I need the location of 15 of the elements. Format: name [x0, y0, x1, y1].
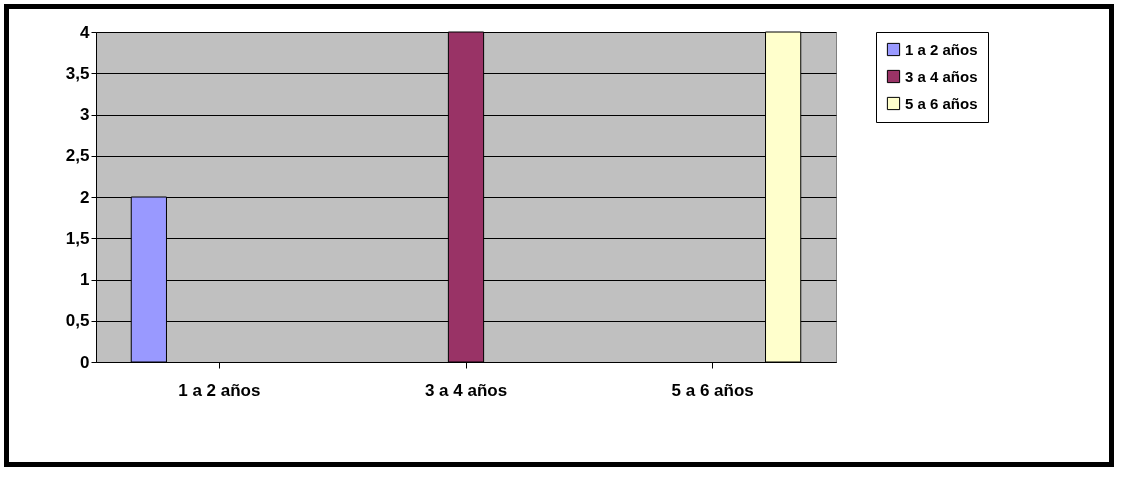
- y-tick-label: 3: [80, 105, 90, 124]
- y-tick-label: 1: [80, 270, 90, 289]
- y-tick-label: 0: [80, 352, 90, 372]
- y-tick-label: 2,5: [65, 146, 90, 166]
- legend-label: 5 a 6 años: [905, 94, 978, 112]
- y-tick-label: 3,5: [65, 63, 90, 83]
- x-tick-label: 3 a 4 años: [424, 380, 508, 400]
- x-tick-label: 5 a 6 años: [671, 380, 754, 400]
- y-tick-label: 1,5: [65, 228, 90, 248]
- y-tick-label: 2: [80, 187, 90, 207]
- x-tick-label: 1 a 2 años: [178, 380, 261, 400]
- legend-label: 1 a 2 años: [905, 40, 978, 58]
- legend-label: 3 a 4 años: [905, 67, 978, 85]
- y-tick-label: 0,5: [65, 311, 90, 331]
- y-tick-label: 4: [80, 22, 91, 42]
